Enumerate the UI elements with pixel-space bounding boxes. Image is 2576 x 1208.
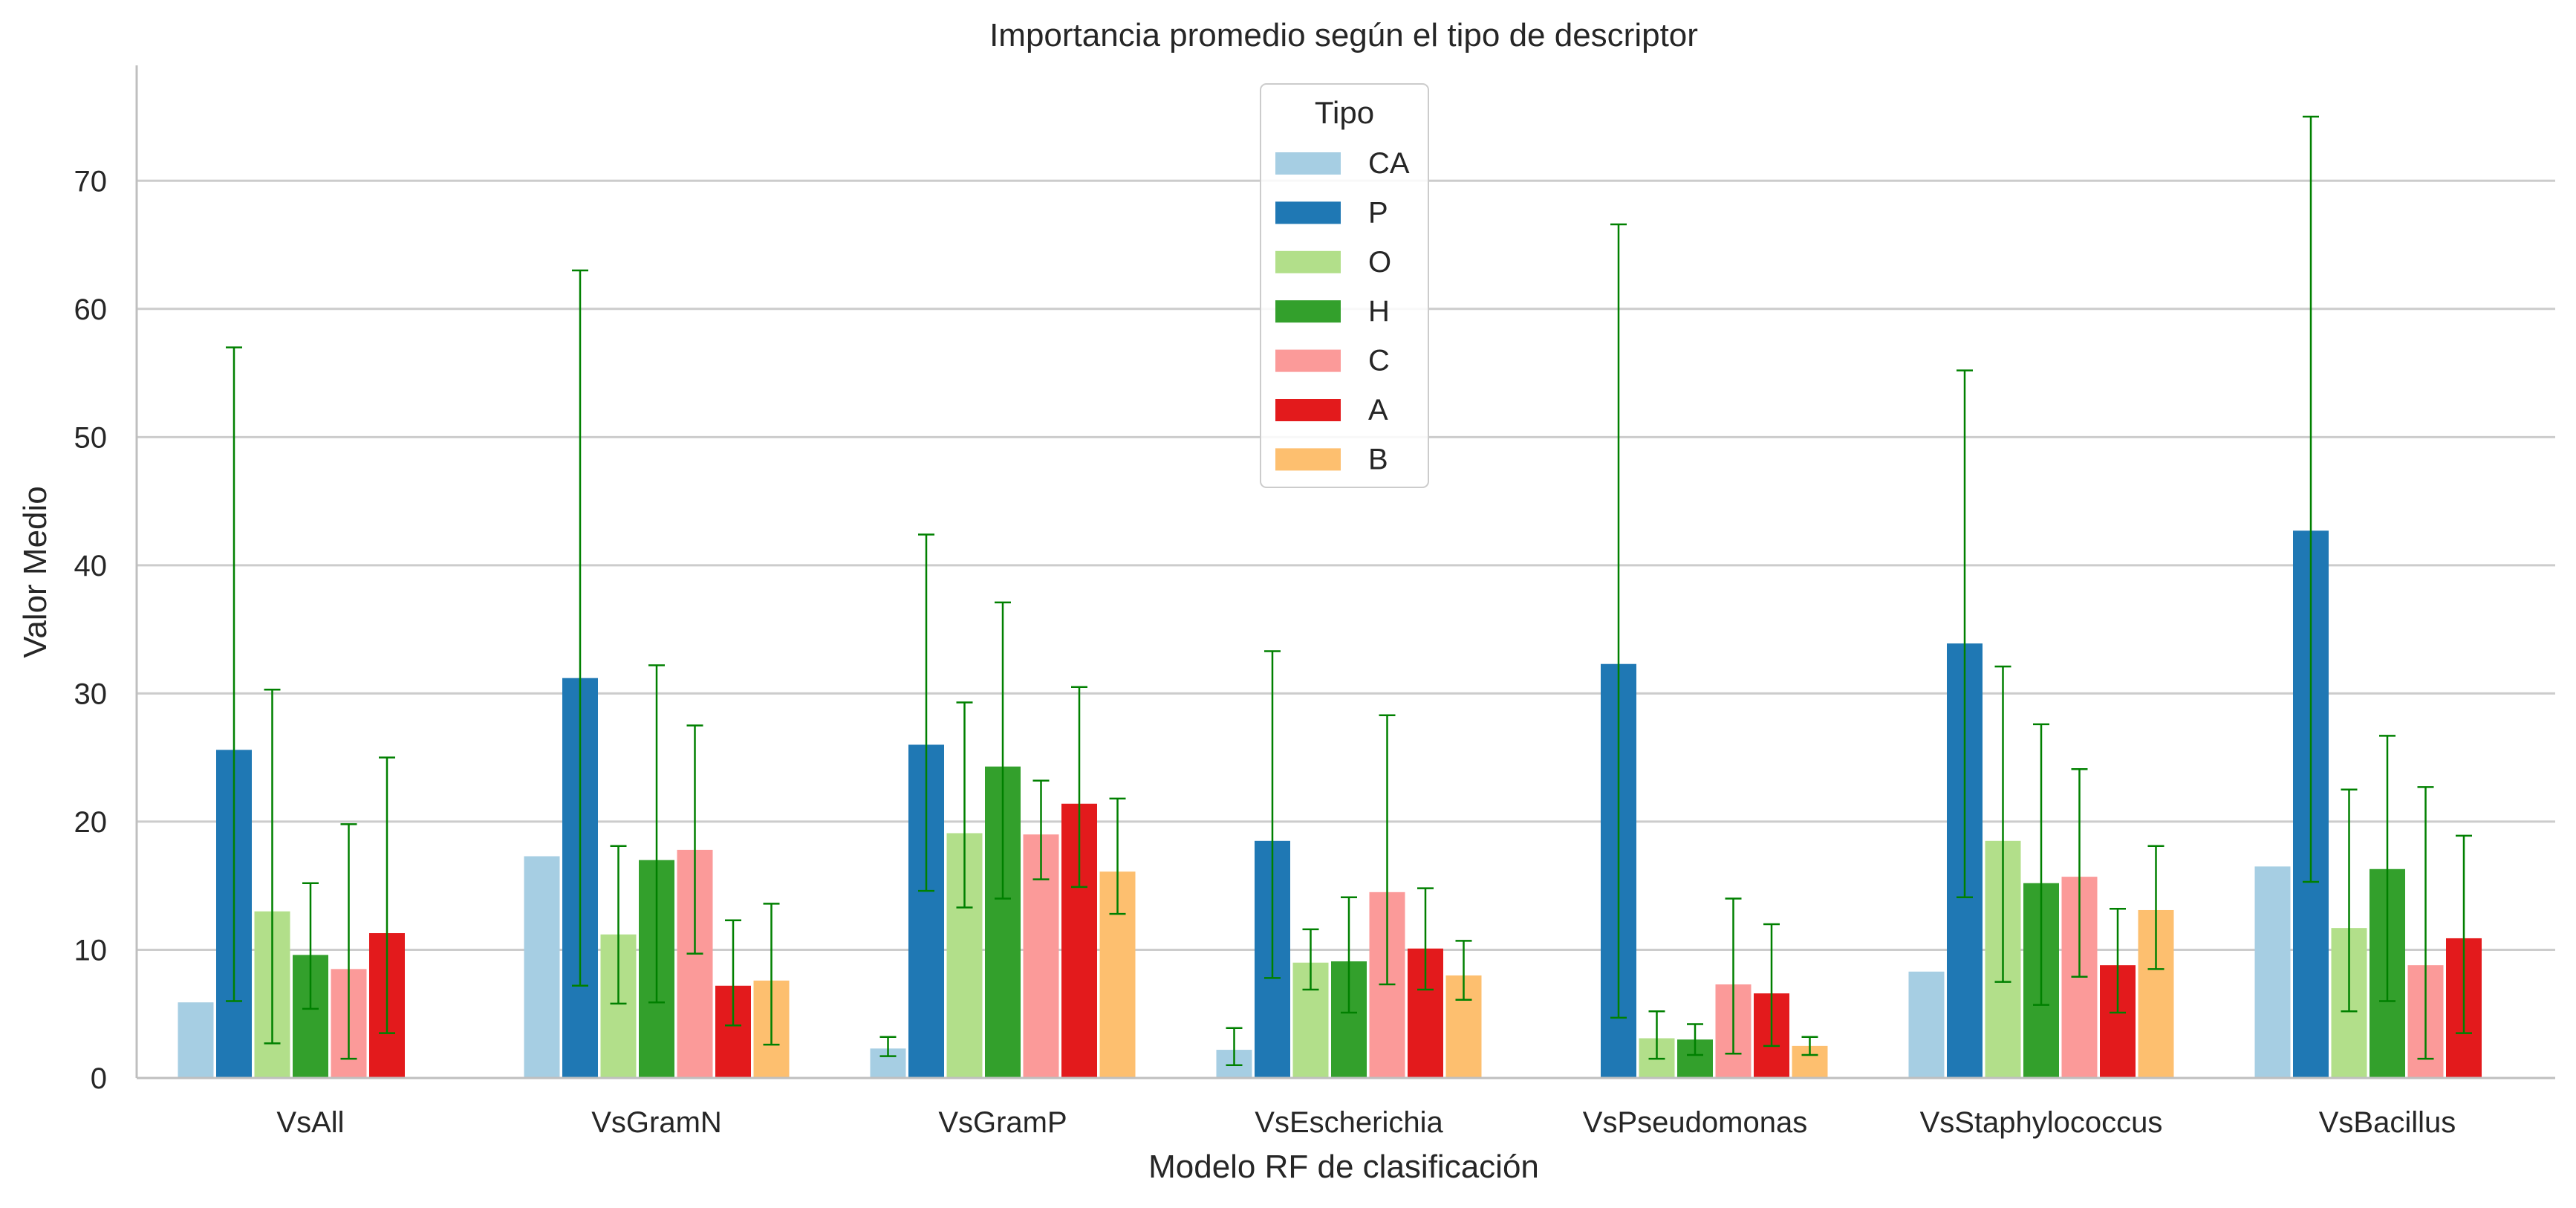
- bar-ca: [178, 1002, 214, 1078]
- chart-title: Importancia promedio según el tipo de de…: [989, 17, 1698, 53]
- x-tick-label: VsEscherichia: [1255, 1106, 1443, 1139]
- y-axis-label: Valor Medio: [17, 486, 53, 658]
- y-tick-label: 60: [74, 293, 108, 326]
- bars: [178, 530, 2482, 1078]
- y-tick-label: 30: [74, 678, 108, 710]
- legend-label: P: [1368, 196, 1388, 229]
- axes: [135, 65, 2555, 1079]
- legend-swatch-c: [1275, 349, 1341, 372]
- legend-swatch-h: [1275, 300, 1341, 323]
- x-axis-label: Modelo RF de clasificación: [1148, 1149, 1539, 1185]
- legend-label: A: [1368, 394, 1388, 426]
- legend-label: C: [1368, 345, 1390, 377]
- legend-label: CA: [1368, 147, 1410, 180]
- x-tick-label: VsPseudomonas: [1583, 1106, 1807, 1139]
- y-tick-label: 40: [74, 550, 108, 582]
- legend-swatch-p: [1275, 201, 1341, 224]
- x-tick-label: VsStaphylococcus: [1920, 1106, 2163, 1139]
- legend-label: O: [1368, 246, 1391, 279]
- y-tick-label: 50: [74, 421, 108, 454]
- x-tick-label: VsAll: [276, 1106, 344, 1139]
- x-tick-label: VsGramP: [938, 1106, 1067, 1139]
- y-tick-label: 20: [74, 806, 108, 839]
- legend-swatch-b: [1275, 448, 1341, 471]
- bar-ca: [524, 856, 560, 1078]
- legend-swatch-a: [1275, 399, 1341, 421]
- y-tick-label: 0: [91, 1062, 107, 1095]
- error-bars: [226, 115, 2472, 1066]
- legend-label: B: [1368, 443, 1388, 475]
- legend-swatch-ca: [1275, 152, 1341, 175]
- x-tick-label: VsBacillus: [2319, 1106, 2456, 1139]
- bar-ca: [2254, 866, 2291, 1078]
- legend-title: Tipo: [1315, 95, 1374, 130]
- y-tick-labels: 0 10 20 30 40 50 60 70: [74, 165, 108, 1095]
- legend-frame: [1260, 83, 1429, 488]
- y-tick-label: 10: [74, 934, 108, 967]
- legend-label: H: [1368, 295, 1390, 328]
- y-tick-label: 70: [74, 165, 108, 198]
- x-tick-label: VsGramN: [591, 1106, 722, 1139]
- x-tick-labels: VsAll VsGramN VsGramP VsEscherichia VsPseudo…: [276, 1106, 2456, 1139]
- legend-swatch-o: [1275, 250, 1341, 273]
- bar-ca: [1908, 971, 1945, 1078]
